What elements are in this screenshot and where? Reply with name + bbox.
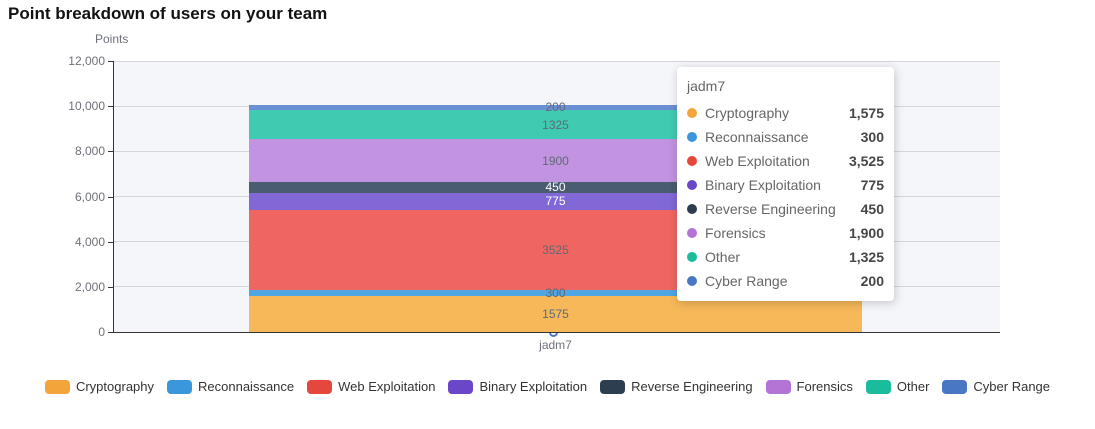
tooltip-series-dot bbox=[687, 180, 697, 190]
legend-label: Reverse Engineering bbox=[631, 379, 753, 394]
tooltip-series-name: Reconnaissance bbox=[705, 129, 809, 145]
tooltip-row: Reverse Engineering 450 bbox=[687, 197, 884, 221]
tooltip-row: Cyber Range 200 bbox=[687, 269, 884, 293]
tooltip-series-name: Cryptography bbox=[705, 105, 790, 121]
tooltip-series-dot bbox=[687, 228, 697, 238]
bar-slice-reconnaissance[interactable] bbox=[249, 289, 862, 297]
gridline bbox=[113, 60, 1000, 62]
tooltip-series-value: 300 bbox=[860, 129, 884, 145]
page-title: Point breakdown of users on your team bbox=[8, 4, 328, 23]
tooltip-series-value: 3,525 bbox=[848, 153, 884, 169]
tooltip-series-name: Other bbox=[705, 249, 741, 265]
legend-swatch bbox=[765, 379, 791, 394]
tooltip-row: Web Exploitation 3,525 bbox=[687, 149, 884, 173]
y-tick-label: 2,000 bbox=[74, 279, 105, 294]
legend-swatch bbox=[167, 379, 193, 394]
tooltip-series-name: Reverse Engineering bbox=[705, 201, 836, 217]
tooltip-series-dot bbox=[687, 276, 697, 286]
tooltip-series-name: Web Exploitation bbox=[705, 153, 810, 169]
tooltip-series-dot bbox=[687, 204, 697, 214]
tooltip-series-value: 200 bbox=[860, 273, 884, 289]
legend: Cryptography Reconnaissance Web Exploitati… bbox=[0, 379, 1095, 394]
tooltip-series-value: 775 bbox=[860, 177, 884, 193]
legend-item-cyber-range[interactable]: Cyber Range bbox=[942, 379, 1050, 394]
bar-slice-cyber-range[interactable] bbox=[249, 105, 862, 110]
legend-swatch bbox=[865, 379, 891, 394]
tooltip-series-value: 1,575 bbox=[848, 105, 884, 121]
y-tick-label: 8,000 bbox=[74, 144, 105, 159]
y-tick-mark bbox=[108, 286, 113, 288]
y-tick-label: 6,000 bbox=[74, 189, 105, 204]
tooltip-series-value: 450 bbox=[860, 201, 884, 217]
legend-label: Forensics bbox=[796, 379, 853, 394]
tooltip-series-name: Cyber Range bbox=[705, 273, 788, 289]
legend-label: Cyber Range bbox=[973, 379, 1051, 394]
tooltip-row: Cryptography 1,575 bbox=[687, 101, 884, 125]
tooltip-title: jadm7 bbox=[687, 78, 726, 94]
legend-label: Other bbox=[896, 379, 930, 394]
tooltip-row: Reconnaissance 300 bbox=[687, 125, 884, 149]
legend-item-reconnaissance[interactable]: Reconnaissance bbox=[167, 379, 294, 394]
legend-swatch bbox=[942, 379, 968, 394]
y-tick-label: 4,000 bbox=[74, 234, 105, 249]
legend-swatch bbox=[44, 379, 70, 394]
tooltip-row: Other 1,325 bbox=[687, 245, 884, 269]
y-tick-mark bbox=[108, 196, 113, 198]
tooltip-series-value: 1,900 bbox=[848, 225, 884, 241]
tooltip-series-dot bbox=[687, 156, 697, 166]
legend-label: Reconnaissance bbox=[198, 379, 295, 394]
legend-swatch bbox=[307, 379, 333, 394]
tooltip: jadm7 Cryptography 1,575 Reconnaissance 300… bbox=[677, 67, 894, 301]
tooltip-series-dot bbox=[687, 108, 697, 118]
y-tick-mark bbox=[108, 151, 113, 153]
legend-label: Web Exploitation bbox=[338, 379, 436, 394]
legend-item-cryptography[interactable]: Cryptography bbox=[44, 379, 155, 394]
y-axis-title: Points bbox=[95, 32, 129, 46]
tooltip-row: Binary Exploitation 775 bbox=[687, 173, 884, 197]
tooltip-row: Forensics 1,900 bbox=[687, 221, 884, 245]
y-axis-line bbox=[113, 61, 114, 332]
x-category-label: jadm7 bbox=[539, 338, 572, 352]
legend-item-binary-exploitation[interactable]: Binary Exploitation bbox=[448, 379, 587, 394]
bar-slice-cryptography[interactable] bbox=[249, 296, 862, 332]
tooltip-series-name: Forensics bbox=[705, 225, 766, 241]
y-tick-mark bbox=[108, 106, 113, 108]
legend-label: Cryptography bbox=[75, 379, 155, 394]
y-tick-label: 12,000 bbox=[68, 54, 105, 68]
legend-label: Binary Exploitation bbox=[479, 379, 588, 394]
legend-item-other[interactable]: Other bbox=[865, 379, 930, 394]
legend-item-reverse-engineering[interactable]: Reverse Engineering bbox=[600, 379, 753, 394]
tooltip-series-dot bbox=[687, 132, 697, 142]
tooltip-series-name: Binary Exploitation bbox=[705, 177, 821, 193]
legend-swatch bbox=[600, 379, 626, 394]
legend-swatch bbox=[448, 379, 474, 394]
y-tick-label: 0 bbox=[98, 325, 105, 339]
legend-item-forensics[interactable]: Forensics bbox=[765, 379, 853, 394]
tooltip-series-dot bbox=[687, 252, 697, 262]
y-tick-mark bbox=[108, 241, 113, 243]
x-axis-line bbox=[108, 332, 1000, 333]
tooltip-series-value: 1,325 bbox=[848, 249, 884, 265]
y-tick-mark bbox=[108, 61, 113, 62]
y-tick-label: 10,000 bbox=[68, 99, 105, 114]
legend-item-web-exploitation[interactable]: Web Exploitation bbox=[307, 379, 435, 394]
bar-slice-reverse-engineering[interactable] bbox=[249, 182, 862, 193]
